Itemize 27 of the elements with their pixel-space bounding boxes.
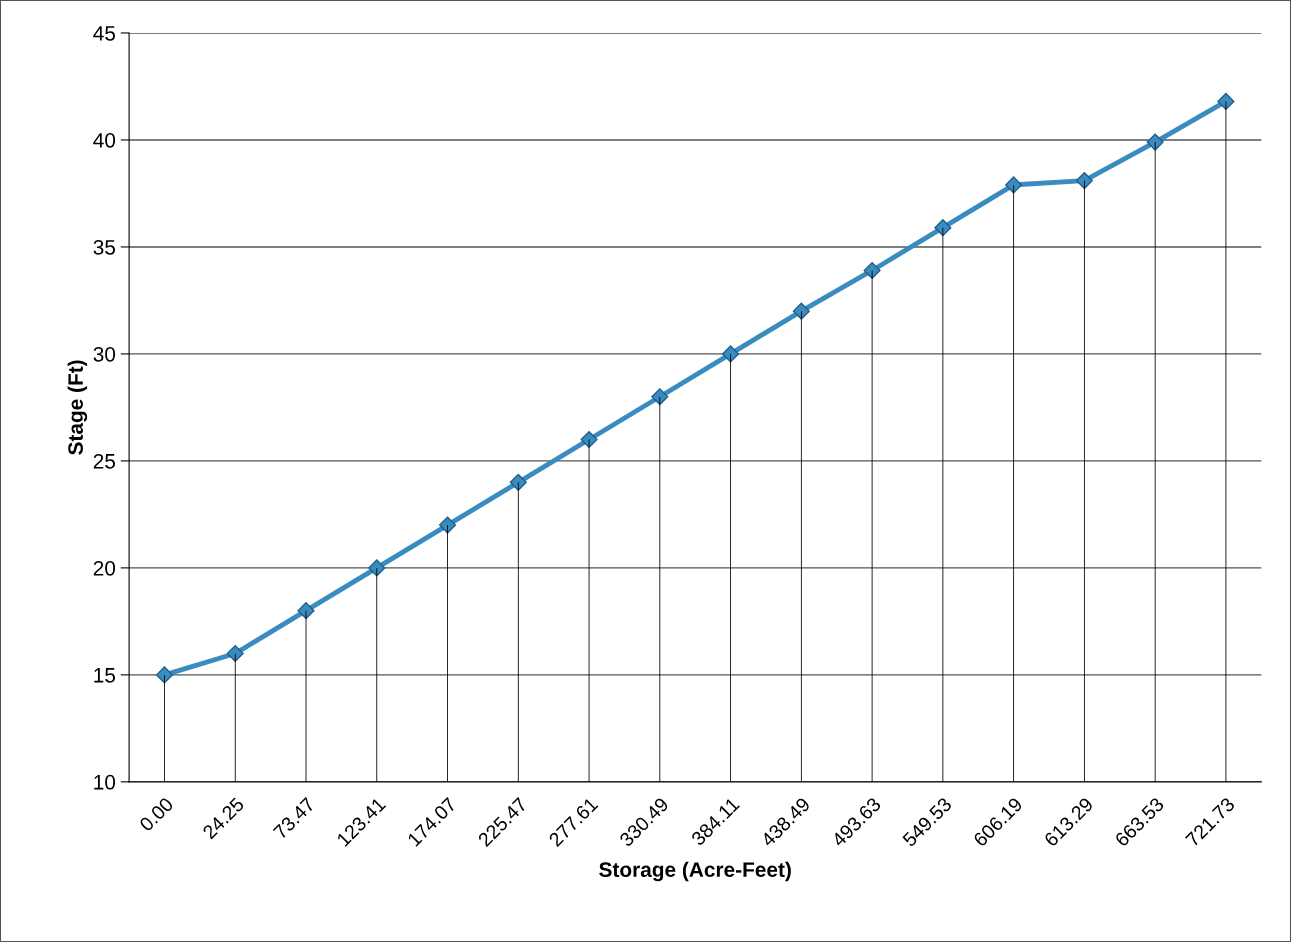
point	[651, 388, 669, 406]
y-tick-label: 10	[94, 774, 116, 790]
point	[438, 516, 457, 534]
point	[226, 644, 244, 663]
y-tick-label: 30	[93, 346, 116, 362]
y-tick-label: 20	[93, 560, 116, 576]
y-tick-label: 25	[93, 453, 116, 469]
point	[934, 219, 952, 237]
point	[297, 602, 315, 620]
point	[722, 345, 740, 363]
y-tick-label: 35	[93, 239, 116, 255]
point	[1217, 92, 1235, 110]
point	[1146, 133, 1164, 151]
point	[368, 559, 386, 577]
point	[580, 430, 598, 449]
x-tick-label: 0.00	[138, 796, 175, 833]
point	[1005, 176, 1023, 194]
point	[863, 261, 881, 280]
y-axis-title: Stage (Ft)	[67, 360, 88, 455]
point	[155, 666, 174, 684]
y-tick-label: 15	[94, 668, 116, 683]
point	[509, 473, 527, 491]
point	[792, 302, 810, 320]
y-tick-label: 45	[93, 26, 116, 41]
x-axis-title: Storage (Acre-Feet)	[599, 861, 791, 882]
point	[1075, 172, 1093, 190]
y-tick-label: 40	[93, 132, 116, 148]
